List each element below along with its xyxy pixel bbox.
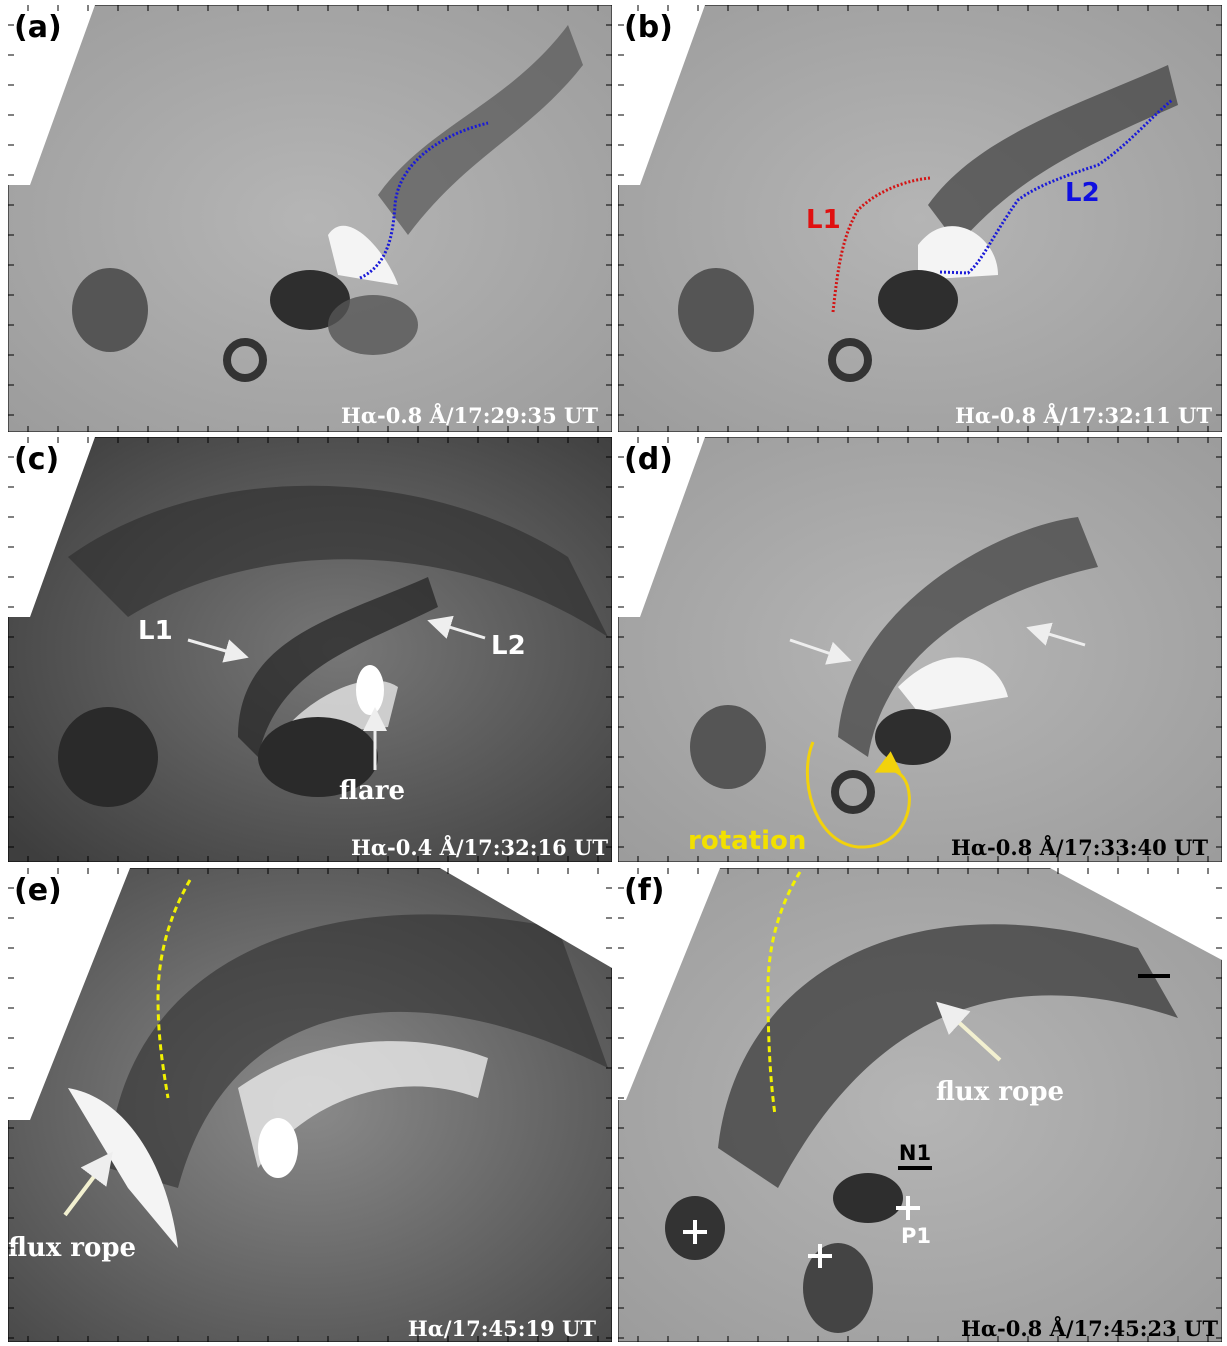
annotation: rotation — [688, 826, 806, 856]
panel-label: (e) — [14, 873, 62, 908]
panel-label: (a) — [14, 10, 62, 45]
annotation: N1 — [899, 1141, 931, 1165]
panel-d: rotation (d) Hα-0.8 Å/17:33:40 UT — [618, 437, 1222, 862]
caption: Hα-0.8 Å/17:32:11 UT — [955, 403, 1212, 428]
panel-label: (c) — [14, 442, 59, 477]
annotation: flux rope — [936, 1077, 1064, 1107]
sunspot — [328, 295, 418, 355]
sunspot — [58, 707, 158, 807]
panel-label: (b) — [624, 10, 673, 45]
annotation: L1 — [138, 616, 173, 646]
annotation: flare — [339, 776, 405, 806]
panel-a: (a) Hα-0.8 Å/17:29:35 UT — [8, 5, 612, 432]
flare-patch — [356, 665, 384, 715]
annotation: flux rope — [8, 1233, 136, 1263]
sunspot — [833, 1173, 903, 1223]
sunspot — [678, 268, 754, 352]
figure: (a) Hα-0.8 Å/17:29:35 UT L1 L2 (b) Hα-0.… — [0, 0, 1227, 1346]
sunspot — [875, 709, 951, 765]
annotation: L2 — [491, 631, 526, 661]
caption: Hα-0.4 Å/17:32:16 UT — [351, 835, 608, 860]
flare-patch — [258, 1118, 298, 1178]
panel-e: flux rope (e) Hα/17:45:19 UT — [8, 868, 612, 1342]
panel-f: flux rope N1 P1 (f) Hα-0.8 Å/17:45:23 UT — [618, 868, 1222, 1342]
sunspot — [690, 705, 766, 789]
panel-b: L1 L2 (b) Hα-0.8 Å/17:32:11 UT — [618, 5, 1222, 432]
image — [8, 5, 612, 432]
panel-c: L1 L2 flare (c) Hα-0.4 Å/17:32:16 UT — [8, 437, 612, 862]
caption: Hα-0.8 Å/17:29:35 UT — [341, 403, 598, 428]
panel-label: (d) — [624, 442, 673, 477]
caption: Hα-0.8 Å/17:45:23 UT — [961, 1316, 1218, 1341]
caption: Hα-0.8 Å/17:33:40 UT — [951, 835, 1208, 860]
annotation: L2 — [1065, 178, 1100, 208]
annotation: P1 — [901, 1224, 931, 1248]
panel-label: (f) — [624, 873, 664, 908]
image — [618, 5, 1222, 432]
annotation: L1 — [806, 205, 841, 235]
sunspot — [878, 270, 958, 330]
sunspot — [72, 268, 148, 352]
